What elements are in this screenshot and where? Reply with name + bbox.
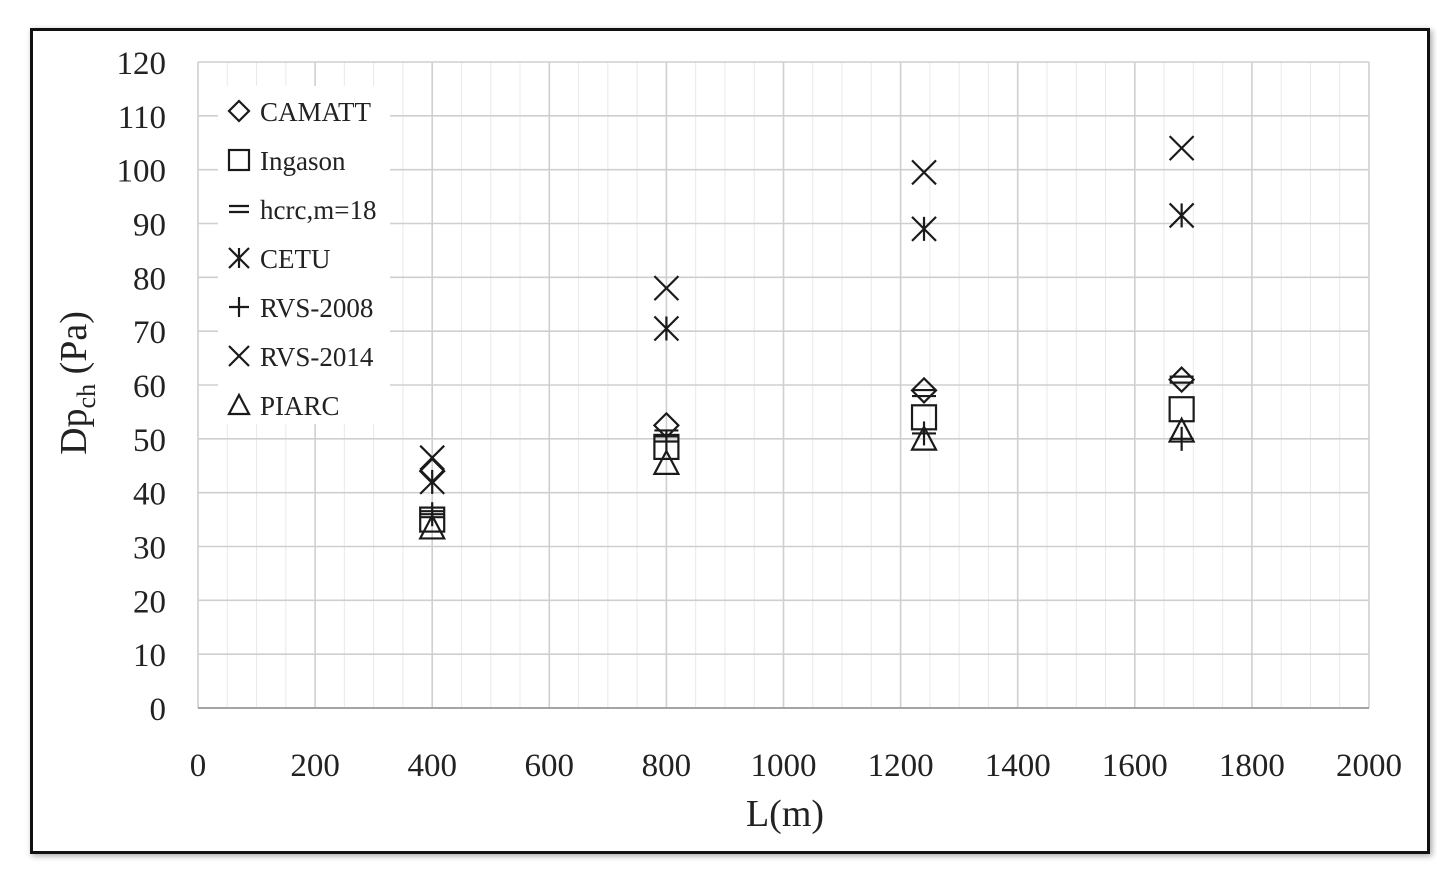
legend-label: CAMATT — [260, 97, 372, 127]
legend: CAMATT Ingason hcrc,m=18 CETU RVS-2008 RVS-20… — [218, 86, 390, 424]
point-plus — [1169, 426, 1194, 451]
legend-label: RVS-2014 — [260, 342, 374, 372]
point-asterisk — [653, 315, 680, 342]
point-triangle — [910, 424, 938, 451]
svg-text:Dpch (Pa): Dpch (Pa) — [53, 311, 101, 455]
y-tick-label: 20 — [133, 584, 166, 620]
y-tick-label: 120 — [117, 46, 167, 82]
y-tick-label: 110 — [118, 100, 166, 136]
point-x — [419, 444, 445, 471]
plus-marker — [229, 297, 249, 317]
y-tick-label: 0 — [150, 692, 167, 728]
x-tick-label: 1400 — [985, 748, 1051, 784]
x-marker — [228, 345, 250, 367]
legend-label: CETU — [260, 244, 331, 274]
legend-label: PIARC — [260, 391, 340, 421]
y-tick-label: 40 — [133, 477, 166, 513]
y-axis-title-sub: ch — [72, 384, 101, 409]
x-tick-labels: 0 200 400 600 800 1000 1200 1400 1600 1800 2000 — [190, 748, 1402, 784]
diamond-marker — [227, 99, 251, 123]
point-asterisk — [419, 469, 445, 495]
y-axis-title: Dpch (Pa) — [53, 311, 101, 455]
point-diamond — [1168, 366, 1196, 394]
y-tick-labels: 0 10 20 30 40 50 60 70 80 90 100 110 120 — [117, 46, 167, 728]
point-triangle — [1167, 416, 1196, 443]
point-diamond — [910, 376, 938, 404]
point-square — [1168, 396, 1195, 423]
x-axis-title: L(m) — [746, 793, 824, 835]
square-marker — [227, 148, 251, 172]
x-tick-label: 800 — [642, 748, 692, 784]
y-axis-title-main: Dp — [53, 408, 95, 454]
x-tick-label: 600 — [525, 748, 575, 784]
y-axis-title-unit: (Pa) — [53, 311, 95, 384]
x-tick-label: 1800 — [1219, 748, 1285, 784]
point-asterisk — [911, 216, 937, 242]
y-tick-label: 50 — [133, 423, 166, 459]
point-x — [911, 159, 937, 186]
x-tick-label: 200 — [290, 748, 340, 784]
y-tick-label: 30 — [133, 531, 166, 567]
point-double-dash — [1169, 375, 1194, 384]
x-tick-label: 1000 — [751, 748, 817, 784]
x-tick-label: 400 — [407, 748, 457, 784]
point-triangle — [652, 448, 681, 475]
y-tick-label: 60 — [133, 369, 166, 405]
y-tick-label: 100 — [117, 154, 167, 190]
point-x — [1168, 135, 1195, 161]
data-points — [418, 135, 1196, 540]
y-tick-label: 10 — [133, 638, 166, 674]
legend-label: RVS-2008 — [260, 293, 373, 323]
asterisk-marker — [228, 247, 250, 269]
x-tick-label: 1200 — [868, 748, 934, 784]
double-dash-marker — [229, 204, 249, 214]
point-triangle — [418, 513, 447, 540]
legend-box — [218, 86, 390, 424]
x-tick-label: 2000 — [1336, 748, 1402, 784]
triangle-marker — [227, 392, 251, 416]
point-asterisk — [1168, 202, 1195, 229]
x-tick-label: 0 — [190, 748, 207, 784]
x-tick-label: 1600 — [1102, 748, 1168, 784]
grid — [197, 61, 1370, 709]
y-tick-label: 90 — [133, 208, 166, 244]
point-x — [653, 275, 680, 301]
legend-label: hcrc,m=18 — [260, 195, 376, 225]
y-tick-label: 70 — [133, 315, 166, 351]
point-double-dash — [912, 388, 937, 398]
y-tick-label: 80 — [133, 261, 166, 297]
legend-label: Ingason — [260, 146, 346, 176]
